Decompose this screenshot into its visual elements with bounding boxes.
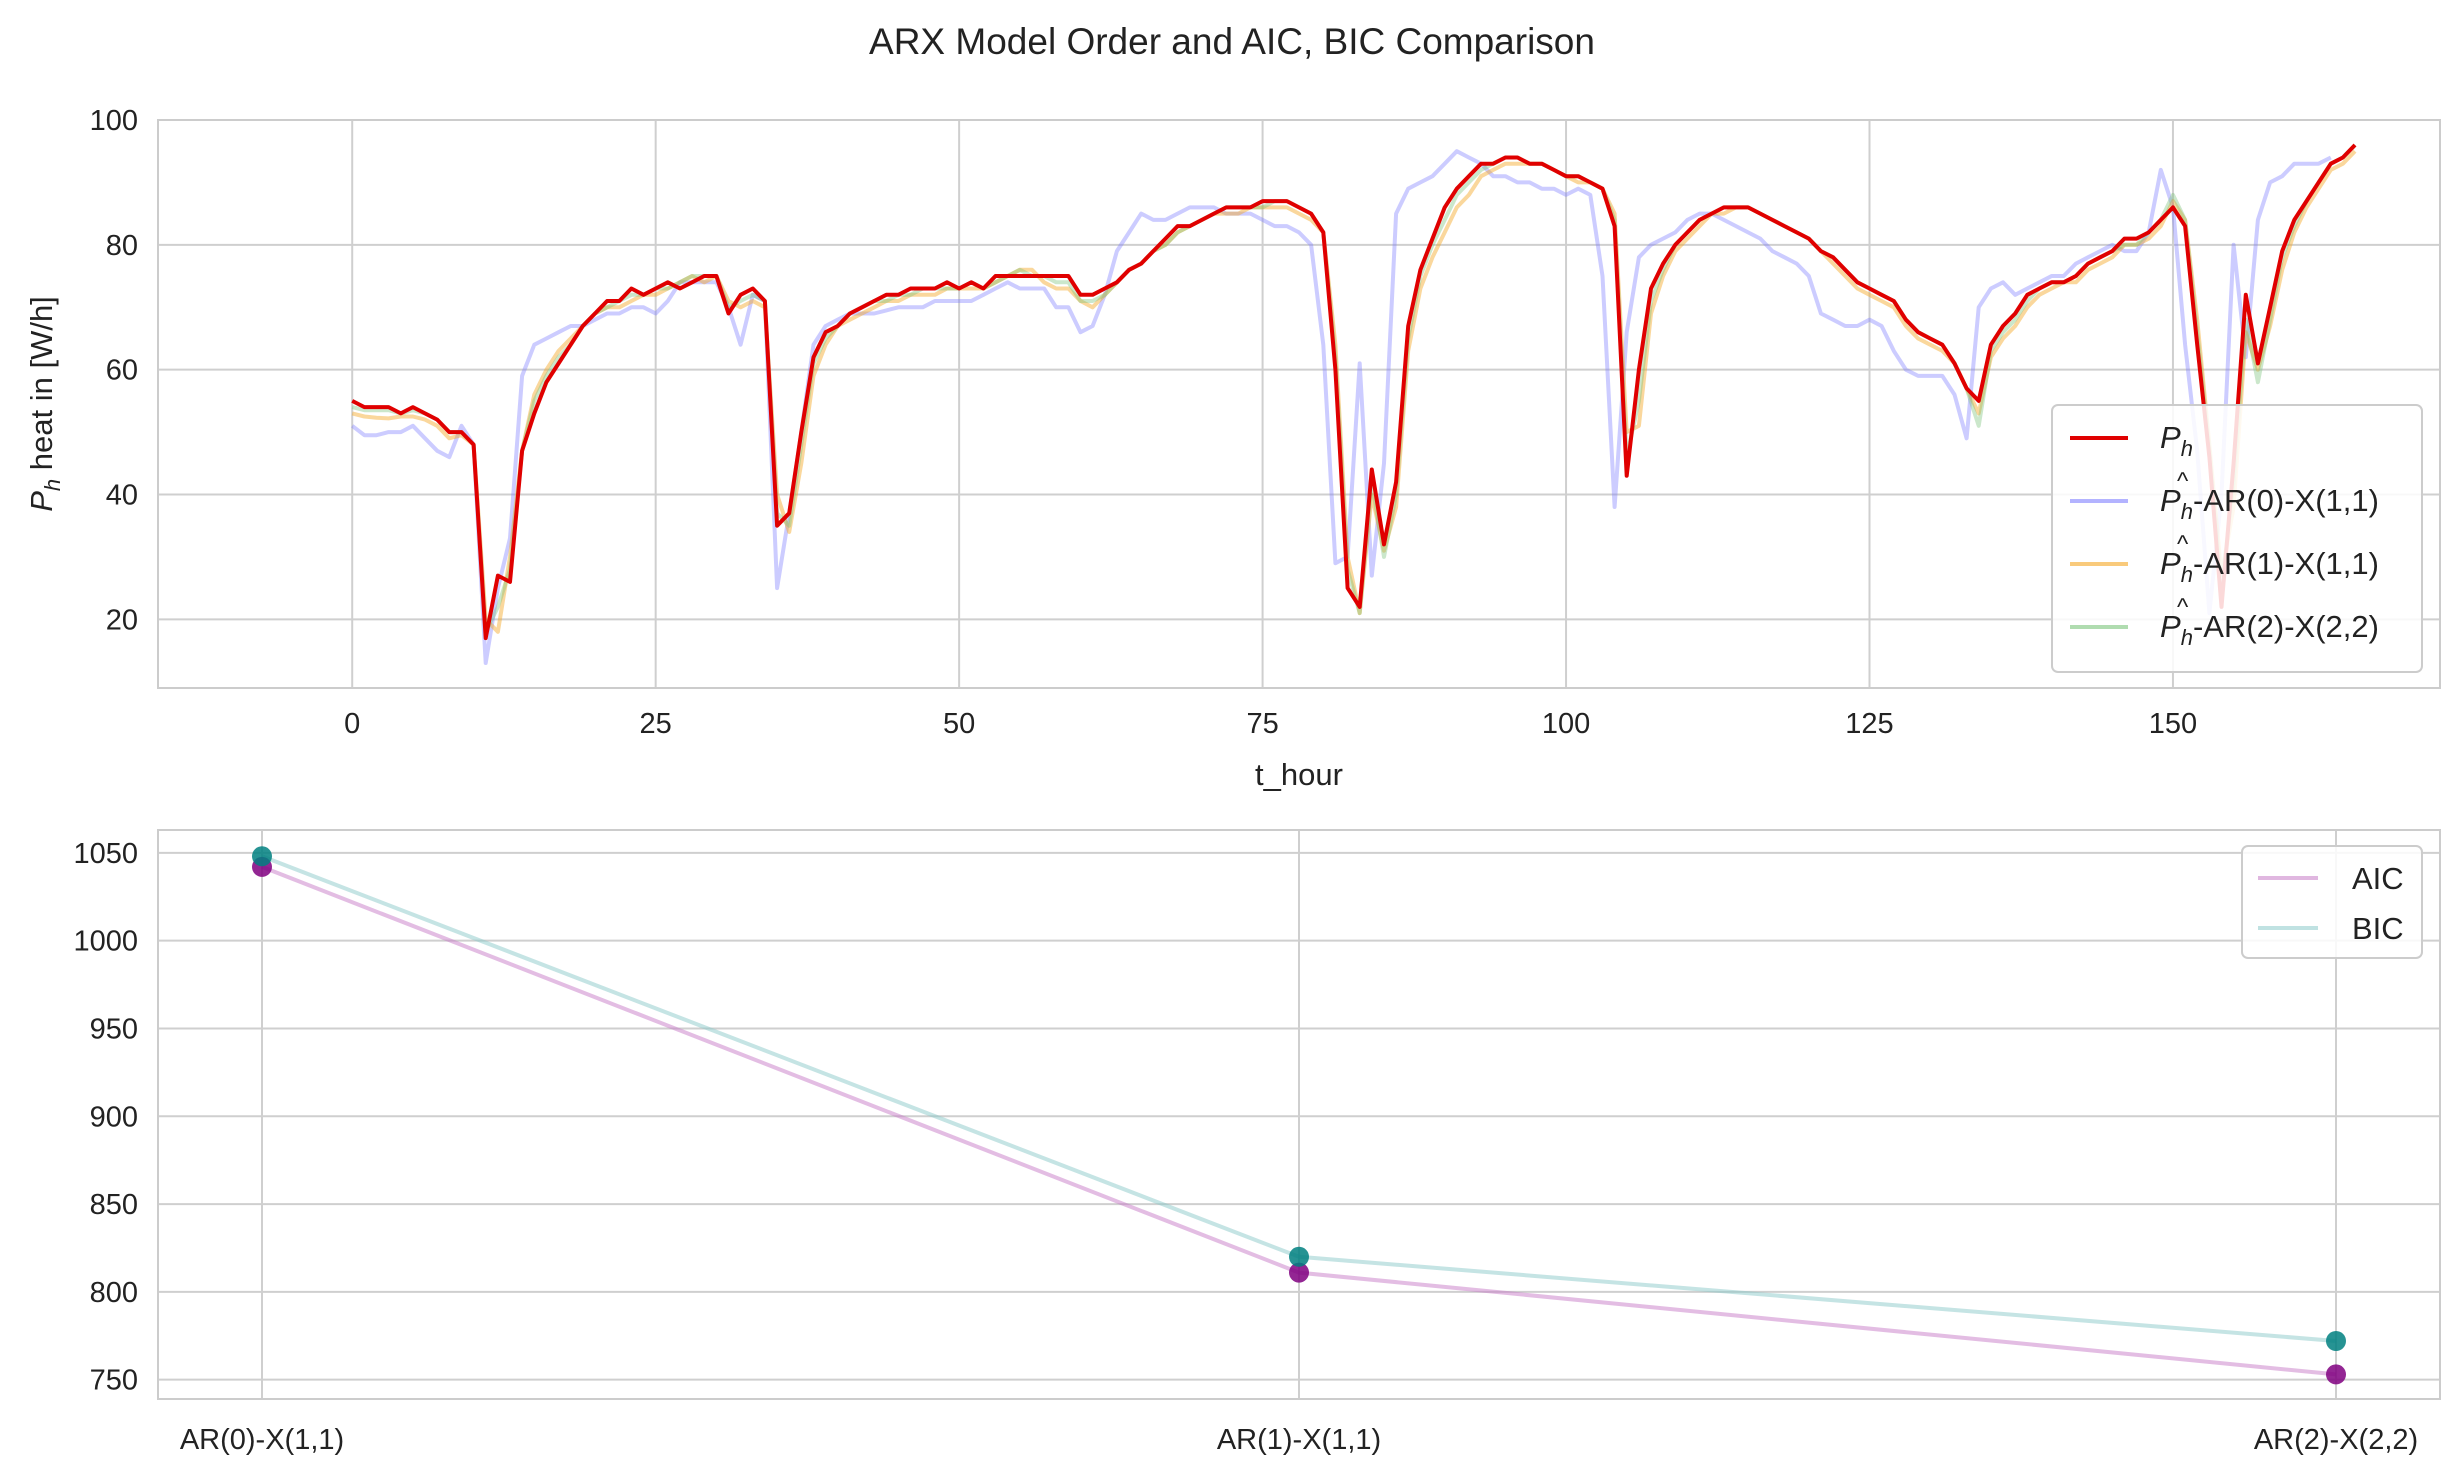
- bottom-y-tick-label: 750: [90, 1365, 138, 1397]
- legend-label-3: ^ Ph-AR(2)-X(2,2): [2160, 594, 2379, 650]
- legend-suffix: -AR(2)-X(2,2): [2193, 609, 2379, 644]
- top-y-tick-label: 60: [106, 355, 138, 387]
- bottom-series: [252, 846, 2346, 1385]
- bic-point: [252, 846, 272, 867]
- top-x-tick-label: 0: [344, 708, 360, 740]
- bottom-gridlines: [158, 830, 2440, 1399]
- bottom-x-tick-label: AR(2)-X(2,2): [2254, 1424, 2418, 1456]
- top-axes-frame: [157, 119, 2441, 689]
- legend-subscript: h: [2181, 625, 2193, 650]
- aic-point: [1289, 1262, 1309, 1283]
- top-panel: 0 25 50 75 100 125 150 20 40 60 80 100 t_hour Ph he…: [24, 105, 2441, 792]
- top-y-tick-label: 40: [106, 480, 138, 512]
- figure-title: ARX Model Order and AIC, BIC Comparison: [869, 21, 1595, 62]
- legend-symbol: P: [2160, 483, 2181, 518]
- legend-symbol: P: [2160, 546, 2181, 581]
- legend-subscript: h: [2181, 436, 2193, 461]
- top-legend-box: [2051, 404, 2423, 673]
- top-x-tick-label: 100: [1542, 708, 1590, 740]
- bottom-x-tick-label: AR(0)-X(1,1): [180, 1424, 344, 1456]
- top-legend: Ph^ Ph-AR(0)-X(1,1)^ Ph-AR(1)-X(1,1)^ Ph-AR…: [2051, 404, 2423, 673]
- top-tick-labels: 0 25 50 75 100 125 150 20 40 60 80 100: [90, 105, 2198, 740]
- legend-suffix: -AR(0)-X(1,1): [2193, 483, 2379, 518]
- top-y-tick-label: 20: [106, 604, 138, 636]
- aic-point: [2326, 1364, 2346, 1385]
- legend-hat: ^: [2177, 531, 2189, 558]
- series-line-0: [351, 143, 2357, 641]
- bic-point: [1289, 1246, 1309, 1267]
- top-y-axis-label: Ph heat in [W/h]: [24, 296, 65, 512]
- bottom-y-tick-label: 850: [90, 1189, 138, 1221]
- bottom-x-tick-label: AR(1)-X(1,1): [1217, 1424, 1381, 1456]
- top-x-tick-label: 150: [2149, 708, 2197, 740]
- bottom-tick-labels: AR(0)-X(1,1) AR(1)-X(1,1) AR(2)-X(2,2) 750 8…: [73, 838, 2418, 1456]
- bottom-panel: AR(0)-X(1,1) AR(1)-X(1,1) AR(2)-X(2,2) 750 8…: [73, 829, 2441, 1456]
- legend-subscript: h: [2181, 499, 2193, 524]
- legend-label-1: ^ Ph-AR(0)-X(1,1): [2160, 468, 2379, 524]
- bottom-y-tick-label: 950: [90, 1013, 138, 1045]
- top-x-tick-label: 50: [943, 708, 975, 740]
- top-x-tick-label: 25: [640, 708, 672, 740]
- legend-symbol: P: [2160, 609, 2181, 644]
- bottom-y-tick-label: 1050: [73, 838, 138, 870]
- legend-hat: ^: [2177, 594, 2189, 621]
- series-line-1: [350, 149, 2332, 665]
- bottom-y-tick-label: 800: [90, 1277, 138, 1309]
- bottom-legend-label-1: BIC: [2352, 911, 2404, 946]
- bottom-y-tick-label: 1000: [73, 926, 138, 958]
- bottom-legend: AIC BIC: [2241, 845, 2423, 959]
- bottom-y-tick-label: 900: [90, 1101, 138, 1133]
- legend-symbol: P: [2160, 420, 2181, 455]
- top-x-tick-label: 125: [1845, 708, 1893, 740]
- top-y-tick-label: 80: [106, 230, 138, 262]
- legend-subscript: h: [2181, 562, 2193, 587]
- bottom-axes-frame: [157, 829, 2441, 1400]
- legend-hat: ^: [2177, 468, 2189, 495]
- top-series-lines: [350, 143, 2357, 665]
- bic-point: [2326, 1331, 2346, 1351]
- bottom-legend-label-0: AIC: [2352, 861, 2404, 896]
- legend-label-0: Ph: [2160, 420, 2193, 461]
- series-line-2: [351, 149, 2357, 634]
- top-x-axis-label: t_hour: [1255, 757, 1343, 792]
- legend-label-2: ^ Ph-AR(1)-X(1,1): [2160, 531, 2379, 587]
- legend-suffix: -AR(1)-X(1,1): [2193, 546, 2379, 581]
- top-x-tick-label: 75: [1246, 708, 1278, 740]
- top-y-tick-label: 100: [90, 105, 138, 137]
- series-line-3: [351, 143, 2357, 634]
